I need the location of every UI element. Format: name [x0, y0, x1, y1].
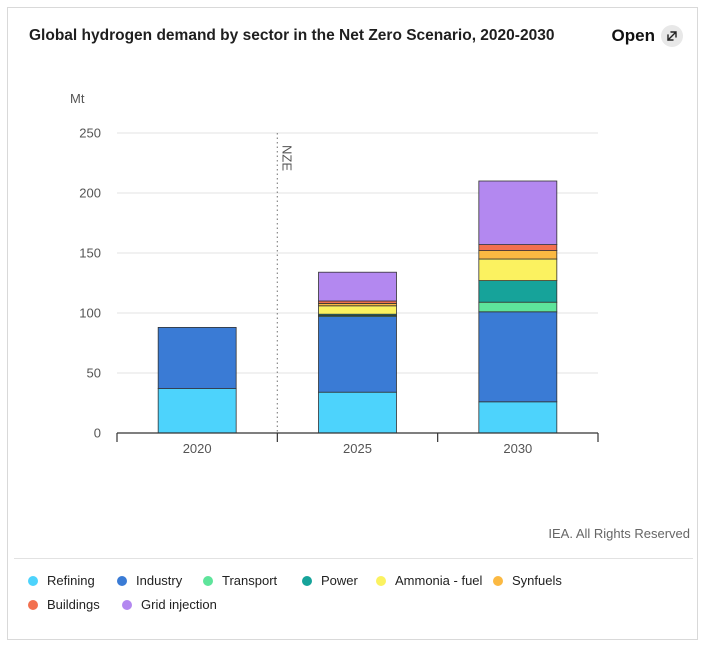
bar-2030-power[interactable] — [478, 280, 558, 303]
bar-2020-refining[interactable] — [157, 388, 237, 434]
y-tick-label: 150 — [79, 246, 101, 261]
legend-label: Buildings — [47, 597, 100, 612]
nze-label: NZE — [279, 145, 294, 171]
external-link-icon[interactable] — [661, 25, 683, 47]
legend-label: Grid injection — [141, 597, 217, 612]
y-tick-label: 100 — [79, 306, 101, 321]
legend-item-ammonia-fuel[interactable]: Ammonia - fuel — [376, 573, 482, 588]
legend-item-transport[interactable]: Transport — [203, 573, 277, 588]
bar-2025-ammonia-fuel[interactable] — [318, 305, 397, 315]
y-axis-unit-label: Mt — [70, 91, 85, 106]
y-tick-label: 250 — [79, 126, 101, 141]
legend-swatch — [117, 575, 127, 586]
y-tick-label: 50 — [87, 366, 101, 381]
x-tick-label: 2020 — [183, 441, 212, 456]
bar-2030-grid-injection[interactable] — [478, 180, 558, 245]
legend-divider — [14, 558, 693, 559]
legend-item-synfuels[interactable]: Synfuels — [493, 573, 562, 588]
legend-item-industry[interactable]: Industry — [117, 573, 182, 588]
bars — [157, 180, 558, 434]
x-tick-label: 2025 — [343, 441, 372, 456]
bar-2025-refining[interactable] — [318, 391, 397, 434]
legend-item-buildings[interactable]: Buildings — [28, 597, 100, 612]
bar-2025-industry[interactable] — [318, 316, 397, 393]
bar-2020-industry[interactable] — [157, 326, 237, 389]
legend-item-refining[interactable]: Refining — [28, 573, 95, 588]
bar-2030-ammonia-fuel[interactable] — [478, 258, 558, 282]
legend-swatch — [122, 599, 132, 610]
legend-swatch — [28, 575, 38, 586]
legend-label: Power — [321, 573, 358, 588]
legend-swatch — [203, 575, 213, 586]
legend-item-power[interactable]: Power — [302, 573, 358, 588]
legend-label: Synfuels — [512, 573, 562, 588]
x-axis: 2020 2025 2030 — [116, 432, 599, 456]
bar-2030-industry[interactable] — [478, 311, 558, 403]
legend-swatch — [302, 575, 312, 586]
bar-2030-synfuels[interactable] — [478, 250, 558, 260]
legend-label: Transport — [222, 573, 278, 588]
chart-title: Global hydrogen demand by sector in the … — [29, 27, 555, 44]
bar-2025-grid-injection[interactable] — [318, 271, 397, 302]
bar-2030-buildings[interactable] — [478, 244, 558, 252]
nze-annotation: NZE — [276, 133, 294, 433]
x-tick-label: 2030 — [503, 441, 532, 456]
legend-swatch — [493, 575, 503, 586]
y-tick-label: 0 — [94, 426, 101, 441]
source-note: IEA. All Rights Reserved — [548, 526, 690, 541]
y-tick-label: 200 — [79, 186, 101, 201]
legend-swatch — [376, 575, 386, 586]
open-button[interactable]: Open — [612, 25, 683, 47]
legend-label: Refining — [47, 573, 95, 588]
bar-2030-refining[interactable] — [478, 401, 558, 434]
y-tick-labels: 0 50 100 150 200 250 — [79, 126, 101, 441]
legend-swatch — [28, 599, 38, 610]
legend-label: Industry — [136, 573, 183, 588]
legend-label: Ammonia - fuel — [395, 573, 483, 588]
legend-item-grid-injection[interactable]: Grid injection — [122, 597, 217, 612]
open-label[interactable]: Open — [611, 26, 655, 45]
bar-2030-transport[interactable] — [478, 301, 558, 313]
